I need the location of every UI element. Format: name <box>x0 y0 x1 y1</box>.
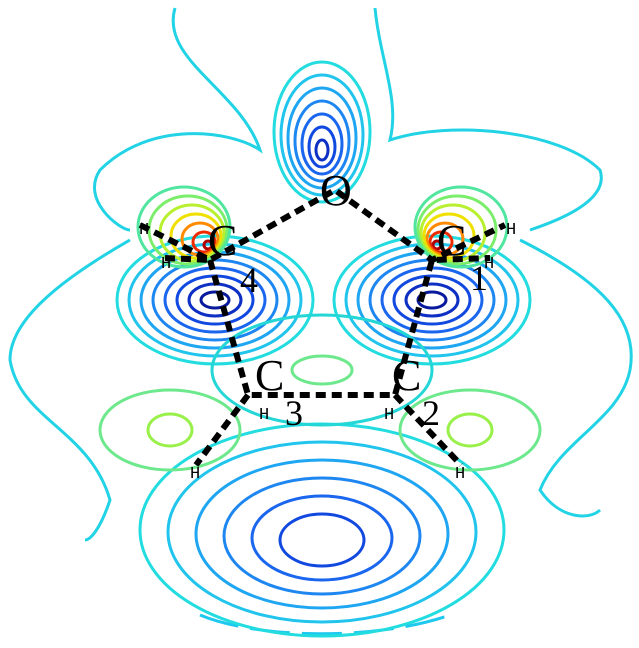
contour <box>398 388 542 472</box>
atom-symbol: C <box>392 351 421 400</box>
contour <box>147 194 229 266</box>
contour <box>187 282 243 318</box>
atom-symbol: C <box>437 216 466 265</box>
contour <box>446 412 494 448</box>
contour <box>199 290 231 310</box>
contour <box>293 99 351 183</box>
contour <box>166 440 478 624</box>
contour <box>250 494 394 582</box>
contour <box>278 512 366 568</box>
contour <box>422 212 476 260</box>
contour <box>191 230 217 254</box>
hydrogen-label: H <box>384 406 394 425</box>
atom-symbol: O <box>320 166 352 215</box>
hydrogen-label: H <box>190 465 200 484</box>
contour <box>307 125 337 169</box>
contour <box>202 239 214 251</box>
contour <box>428 230 454 254</box>
contour <box>210 313 434 427</box>
contours <box>8 7 633 638</box>
contour <box>380 266 484 334</box>
contour <box>272 60 372 204</box>
contour <box>199 613 451 636</box>
contour <box>169 212 223 260</box>
hydrogen-label: H <box>161 255 171 274</box>
contour <box>222 476 422 596</box>
bond <box>164 255 464 468</box>
atom-index: 2 <box>422 393 440 433</box>
atom-symbol: C <box>208 216 237 265</box>
contour <box>290 354 354 386</box>
hydrogen-label: H <box>259 406 269 425</box>
contour <box>194 458 450 610</box>
atom-index: 4 <box>240 260 258 300</box>
contour <box>151 258 279 342</box>
contour <box>416 194 498 266</box>
contour <box>300 112 344 176</box>
contour <box>373 7 603 232</box>
hydrogen-label: H <box>455 465 465 484</box>
contour <box>146 412 194 448</box>
contour <box>286 86 358 190</box>
contour <box>92 7 263 232</box>
contour <box>98 388 242 472</box>
contour <box>413 185 509 269</box>
contour <box>404 282 460 318</box>
contour <box>115 234 315 366</box>
atom-symbol: C <box>255 351 284 400</box>
hydrogen-labels: H H H H H H H H <box>139 221 516 484</box>
hydrogen-label: H <box>484 255 494 274</box>
bond <box>138 186 507 264</box>
atom-index: 3 <box>285 393 303 433</box>
bonds <box>138 186 507 468</box>
contour <box>136 185 232 269</box>
hydrogen-label: H <box>506 221 516 240</box>
hydrogen-label: H <box>139 221 149 240</box>
contour <box>392 274 472 326</box>
atom-index: 1 <box>470 258 488 298</box>
contour <box>314 138 330 162</box>
atom-labels: O C 1 C 2 C 3 C 4 <box>208 166 488 433</box>
contour <box>519 238 633 518</box>
contour <box>279 73 365 197</box>
contour <box>8 238 131 542</box>
contour <box>431 239 443 251</box>
